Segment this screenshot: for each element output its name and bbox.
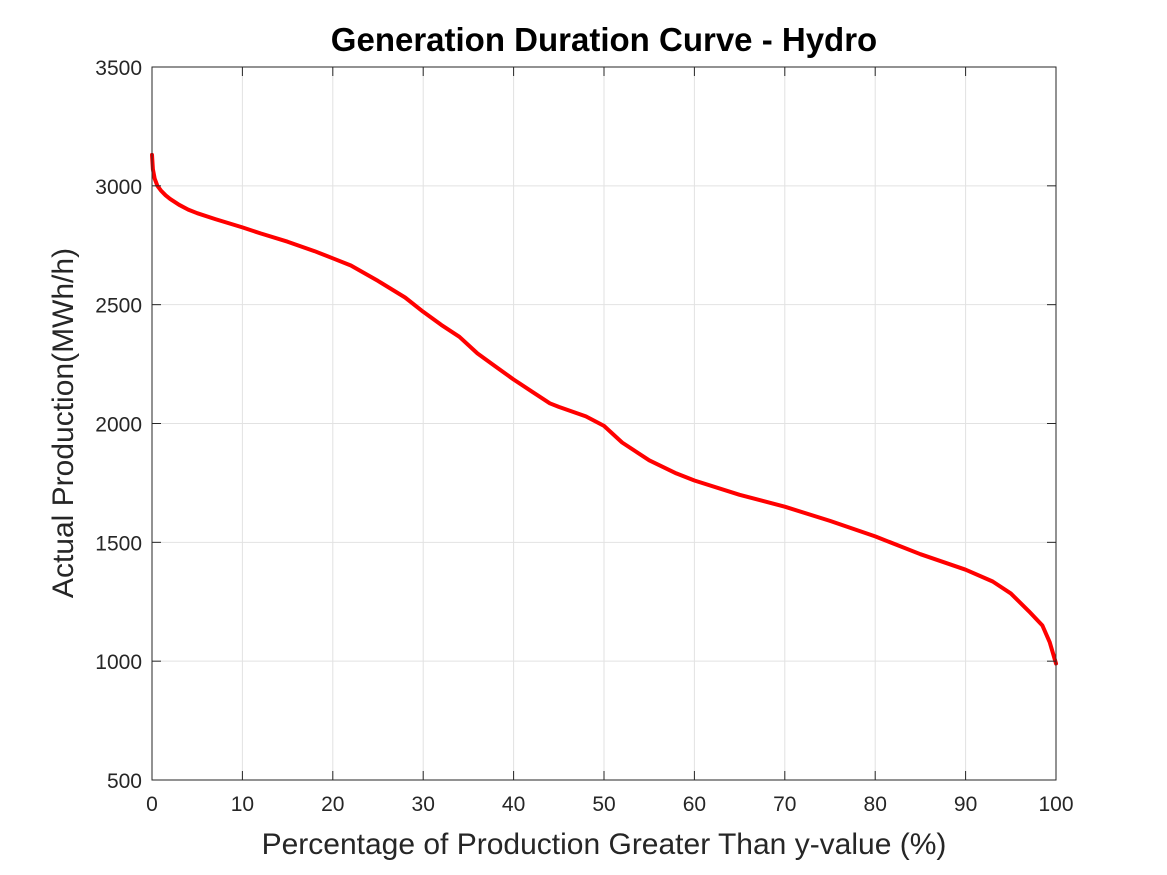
chart-title: Generation Duration Curve - Hydro bbox=[331, 21, 877, 58]
x-tick-label: 30 bbox=[412, 793, 435, 816]
y-tick-label: 1000 bbox=[95, 651, 142, 674]
series-line bbox=[150, 152, 1058, 666]
y-tick-label: 1500 bbox=[95, 532, 142, 555]
y-tick-label: 3000 bbox=[95, 176, 142, 199]
x-tick-label: 70 bbox=[773, 793, 796, 816]
x-tick-label: 60 bbox=[683, 793, 706, 816]
y-tick-label: 2000 bbox=[95, 414, 142, 437]
y-tick-label: 2500 bbox=[95, 295, 142, 318]
x-tick-label: 10 bbox=[231, 793, 254, 816]
x-tick-label: 100 bbox=[1038, 793, 1073, 816]
y-axis-label: Actual Production(MWh/h) bbox=[47, 248, 80, 598]
x-axis-label: Percentage of Production Greater Than y-… bbox=[262, 828, 947, 861]
x-tick-label: 80 bbox=[864, 793, 887, 816]
x-tick-label: 50 bbox=[592, 793, 615, 816]
grid-layer bbox=[151, 66, 1057, 781]
y-tick-label: 3500 bbox=[95, 57, 142, 80]
x-tick-label: 40 bbox=[502, 793, 525, 816]
tick-layer: 0 10 20 30 40 50 60 70 80 90 100 500 1000 1500 2000 250… bbox=[95, 57, 1073, 816]
x-tick-label: 90 bbox=[954, 793, 977, 816]
x-tick-label: 20 bbox=[321, 793, 344, 816]
series-layer bbox=[150, 152, 1058, 666]
y-tick-label: 500 bbox=[107, 770, 142, 793]
x-tick-label: 0 bbox=[146, 793, 158, 816]
